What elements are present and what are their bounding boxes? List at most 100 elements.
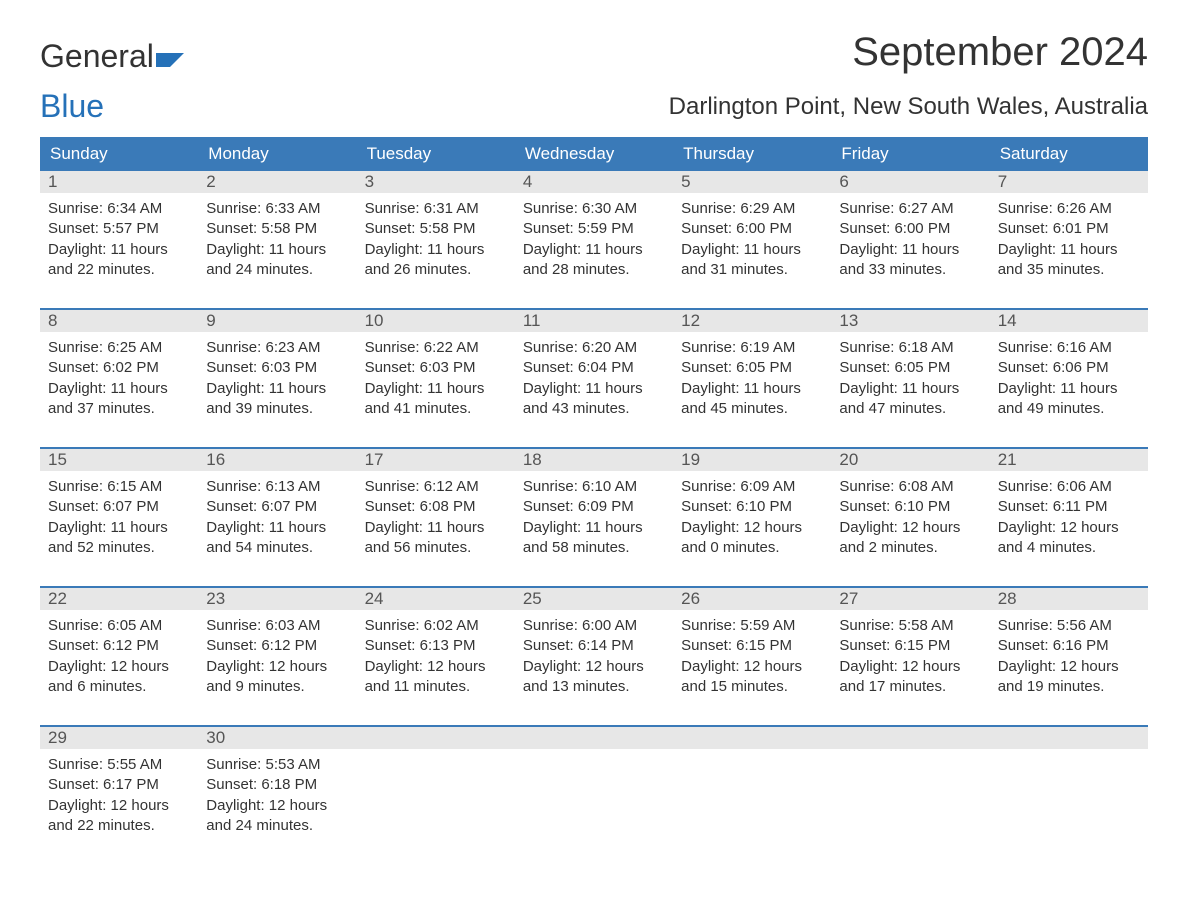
sunrise-text: Sunrise: 6:06 AM [998, 477, 1140, 497]
month-title: September 2024 [669, 30, 1148, 75]
day-cell: Sunrise: 6:12 AMSunset: 6:08 PMDaylight:… [357, 471, 515, 562]
brand-logo: General Blue [40, 30, 184, 122]
sunset-text: Sunset: 6:11 PM [998, 497, 1140, 517]
day-number: 7 [990, 171, 1148, 193]
sunset-text: Sunset: 6:18 PM [206, 775, 348, 795]
day-number: 28 [990, 588, 1148, 610]
dow-monday: Monday [198, 137, 356, 171]
day-number: 22 [40, 588, 198, 610]
sunset-text: Sunset: 5:58 PM [206, 219, 348, 239]
day-cell: Sunrise: 6:31 AMSunset: 5:58 PMDaylight:… [357, 193, 515, 284]
sunrise-text: Sunrise: 6:26 AM [998, 199, 1140, 219]
day-cell: Sunrise: 6:06 AMSunset: 6:11 PMDaylight:… [990, 471, 1148, 562]
daylight-text-2: and 24 minutes. [206, 260, 348, 280]
daylight-text-2: and 9 minutes. [206, 677, 348, 697]
day-cell: Sunrise: 6:08 AMSunset: 6:10 PMDaylight:… [831, 471, 989, 562]
sunrise-text: Sunrise: 6:27 AM [839, 199, 981, 219]
day-cell: Sunrise: 6:10 AMSunset: 6:09 PMDaylight:… [515, 471, 673, 562]
day-cell: Sunrise: 6:19 AMSunset: 6:05 PMDaylight:… [673, 332, 831, 423]
daylight-text-1: Daylight: 11 hours [839, 379, 981, 399]
location-subtitle: Darlington Point, New South Wales, Austr… [669, 93, 1148, 121]
day-number: 25 [515, 588, 673, 610]
day-cell: Sunrise: 6:15 AMSunset: 6:07 PMDaylight:… [40, 471, 198, 562]
sunrise-text: Sunrise: 6:03 AM [206, 616, 348, 636]
daylight-text-2: and 26 minutes. [365, 260, 507, 280]
daylight-text-2: and 31 minutes. [681, 260, 823, 280]
day-cell [673, 749, 831, 840]
daylight-text-1: Daylight: 12 hours [206, 657, 348, 677]
day-number: 17 [357, 449, 515, 471]
day-cell: Sunrise: 6:00 AMSunset: 6:14 PMDaylight:… [515, 610, 673, 701]
day-number: 2 [198, 171, 356, 193]
day-number: 15 [40, 449, 198, 471]
daylight-text-1: Daylight: 11 hours [365, 379, 507, 399]
day-cell: Sunrise: 6:22 AMSunset: 6:03 PMDaylight:… [357, 332, 515, 423]
day-number [515, 727, 673, 749]
day-number [990, 727, 1148, 749]
daylight-text-2: and 41 minutes. [365, 399, 507, 419]
sunrise-text: Sunrise: 6:30 AM [523, 199, 665, 219]
daylight-text-1: Daylight: 12 hours [365, 657, 507, 677]
dow-sunday: Sunday [40, 137, 198, 171]
sunrise-text: Sunrise: 6:31 AM [365, 199, 507, 219]
sunrise-text: Sunrise: 5:58 AM [839, 616, 981, 636]
daylight-text-1: Daylight: 11 hours [523, 518, 665, 538]
day-number: 6 [831, 171, 989, 193]
daylight-text-2: and 19 minutes. [998, 677, 1140, 697]
day-number: 30 [198, 727, 356, 749]
day-cell: Sunrise: 6:34 AMSunset: 5:57 PMDaylight:… [40, 193, 198, 284]
dow-saturday: Saturday [990, 137, 1148, 171]
day-cell: Sunrise: 6:23 AMSunset: 6:03 PMDaylight:… [198, 332, 356, 423]
sunrise-text: Sunrise: 6:22 AM [365, 338, 507, 358]
day-number: 29 [40, 727, 198, 749]
daylight-text-1: Daylight: 12 hours [681, 657, 823, 677]
daylight-text-1: Daylight: 11 hours [48, 379, 190, 399]
daylight-text-1: Daylight: 11 hours [998, 379, 1140, 399]
daylight-text-1: Daylight: 12 hours [998, 657, 1140, 677]
sunrise-text: Sunrise: 5:55 AM [48, 755, 190, 775]
sunset-text: Sunset: 5:57 PM [48, 219, 190, 239]
sunrise-text: Sunrise: 6:18 AM [839, 338, 981, 358]
sunset-text: Sunset: 6:13 PM [365, 636, 507, 656]
day-cell: Sunrise: 6:16 AMSunset: 6:06 PMDaylight:… [990, 332, 1148, 423]
daylight-text-1: Daylight: 11 hours [48, 518, 190, 538]
day-cell [515, 749, 673, 840]
daylight-text-2: and 11 minutes. [365, 677, 507, 697]
day-cell: Sunrise: 6:02 AMSunset: 6:13 PMDaylight:… [357, 610, 515, 701]
day-cell: Sunrise: 6:25 AMSunset: 6:02 PMDaylight:… [40, 332, 198, 423]
sunset-text: Sunset: 6:02 PM [48, 358, 190, 378]
day-cell: Sunrise: 6:18 AMSunset: 6:05 PMDaylight:… [831, 332, 989, 423]
sunset-text: Sunset: 6:00 PM [681, 219, 823, 239]
daylight-text-2: and 47 minutes. [839, 399, 981, 419]
daylight-text-2: and 35 minutes. [998, 260, 1140, 280]
daylight-text-2: and 56 minutes. [365, 538, 507, 558]
sunset-text: Sunset: 6:16 PM [998, 636, 1140, 656]
day-number: 11 [515, 310, 673, 332]
day-number: 26 [673, 588, 831, 610]
daylight-text-2: and 49 minutes. [998, 399, 1140, 419]
day-cell: Sunrise: 6:27 AMSunset: 6:00 PMDaylight:… [831, 193, 989, 284]
sunset-text: Sunset: 6:07 PM [206, 497, 348, 517]
week-row: 22232425262728Sunrise: 6:05 AMSunset: 6:… [40, 586, 1148, 701]
day-number: 8 [40, 310, 198, 332]
sunset-text: Sunset: 5:58 PM [365, 219, 507, 239]
sunset-text: Sunset: 6:03 PM [206, 358, 348, 378]
sunset-text: Sunset: 6:12 PM [48, 636, 190, 656]
daylight-text-2: and 17 minutes. [839, 677, 981, 697]
daylight-text-1: Daylight: 11 hours [681, 379, 823, 399]
day-cell [831, 749, 989, 840]
sunrise-text: Sunrise: 6:10 AM [523, 477, 665, 497]
day-number: 4 [515, 171, 673, 193]
day-number: 5 [673, 171, 831, 193]
day-number: 23 [198, 588, 356, 610]
day-cell: Sunrise: 6:26 AMSunset: 6:01 PMDaylight:… [990, 193, 1148, 284]
weeks-container: 1234567Sunrise: 6:34 AMSunset: 5:57 PMDa… [40, 171, 1148, 840]
day-cell [357, 749, 515, 840]
sunrise-text: Sunrise: 5:56 AM [998, 616, 1140, 636]
day-number: 16 [198, 449, 356, 471]
dow-tuesday: Tuesday [357, 137, 515, 171]
daylight-text-1: Daylight: 11 hours [839, 240, 981, 260]
day-number: 24 [357, 588, 515, 610]
sunset-text: Sunset: 6:01 PM [998, 219, 1140, 239]
daynum-band: 1234567 [40, 171, 1148, 193]
